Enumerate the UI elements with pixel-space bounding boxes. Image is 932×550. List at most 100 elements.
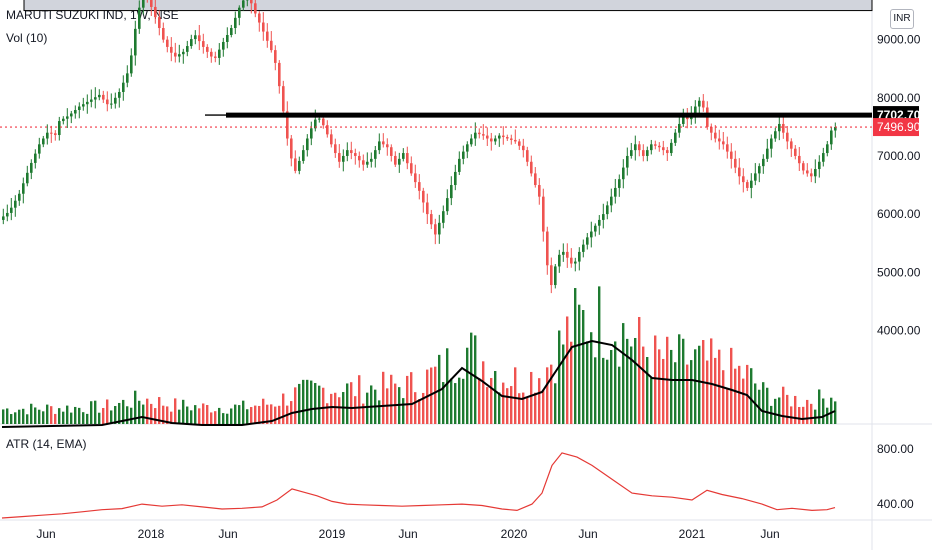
currency-button[interactable]: INR xyxy=(890,9,914,29)
volume-bar xyxy=(366,392,369,424)
candle-body xyxy=(210,51,213,57)
volume-bar xyxy=(138,400,141,424)
candle-body xyxy=(110,103,113,105)
candle-body xyxy=(510,138,513,140)
volume-bar xyxy=(686,364,689,424)
volume-bar xyxy=(622,323,625,424)
candle-body xyxy=(306,138,309,151)
volume-bar xyxy=(570,341,573,424)
volume-bar xyxy=(542,389,545,424)
candle-body xyxy=(738,167,741,177)
volume-bar xyxy=(2,409,5,424)
candle-body xyxy=(386,144,389,148)
volume-bar xyxy=(514,367,517,424)
candle-body xyxy=(834,127,837,131)
volume-bar xyxy=(658,349,661,424)
volume-bar xyxy=(418,399,421,424)
candle-body xyxy=(414,173,417,183)
volume-bar xyxy=(462,378,465,424)
volume-bar xyxy=(250,407,253,424)
candle-body xyxy=(590,231,593,238)
candle-body xyxy=(762,158,765,167)
volume-bar xyxy=(766,387,769,424)
volume-ma-line xyxy=(1,339,836,428)
volume-bar xyxy=(186,406,189,424)
volume-bar xyxy=(90,401,93,424)
candle-body xyxy=(298,160,301,171)
candle-body xyxy=(234,17,237,29)
candle-body xyxy=(262,22,265,32)
volume-bar xyxy=(662,358,665,424)
volume-bar xyxy=(510,386,513,424)
candle-body xyxy=(318,118,321,120)
candle-body xyxy=(354,153,357,156)
candle-body xyxy=(554,266,557,286)
volume-bar xyxy=(122,399,125,424)
volume-bar xyxy=(42,411,45,424)
volume-bar xyxy=(602,357,605,424)
candle-body xyxy=(398,158,401,165)
candle-body xyxy=(14,200,17,208)
candle-body xyxy=(826,144,829,154)
volume-bar xyxy=(474,335,477,424)
candle-body xyxy=(646,150,649,156)
volume-bar xyxy=(46,404,49,424)
volume-bar xyxy=(806,399,809,424)
volume-bar xyxy=(206,404,209,424)
candle-body xyxy=(658,145,661,148)
volume-bar xyxy=(94,400,97,424)
candle-body xyxy=(362,160,365,165)
volume-bar xyxy=(682,338,685,424)
candle-body xyxy=(78,106,81,111)
volume-bar xyxy=(26,414,29,424)
candle-body xyxy=(778,123,781,132)
volume-bar xyxy=(358,375,361,424)
volume-bar xyxy=(482,361,485,424)
atr-axis-tick: 800.00 xyxy=(877,442,914,456)
volume-bar xyxy=(174,398,177,424)
candle-body xyxy=(126,73,129,83)
candle-body xyxy=(370,158,373,162)
volume-bar xyxy=(218,407,221,424)
candle-body xyxy=(830,130,833,145)
candle-body xyxy=(574,261,577,264)
candle-body xyxy=(470,138,473,145)
volume-bar xyxy=(802,406,805,424)
candle-body xyxy=(46,132,49,139)
volume-indicator-label[interactable]: Vol (10) xyxy=(6,31,48,45)
candle-body xyxy=(466,144,469,152)
candle-body xyxy=(98,94,101,98)
candle-body xyxy=(350,150,353,154)
candle-body xyxy=(618,179,621,188)
volume-bar xyxy=(722,370,725,424)
volume-bar xyxy=(146,398,149,424)
atr-indicator-label[interactable]: ATR (14, EMA) xyxy=(6,437,87,451)
candle-body xyxy=(278,62,281,87)
volume-bar xyxy=(150,403,153,424)
volume-bar xyxy=(402,398,405,424)
candle-body xyxy=(302,150,305,161)
candle-body xyxy=(546,231,549,266)
candle-body xyxy=(186,46,189,52)
candle-body xyxy=(410,163,413,174)
volume-bar xyxy=(466,347,469,424)
candle-body xyxy=(2,216,5,220)
candle-body xyxy=(426,202,429,215)
candle-body xyxy=(490,138,493,142)
candle-body xyxy=(30,162,33,173)
volume-bar xyxy=(810,403,813,424)
candle-body xyxy=(690,116,693,120)
candle-body xyxy=(634,144,637,151)
volume-bar xyxy=(6,408,9,424)
candle-body xyxy=(94,97,97,100)
volume-bar xyxy=(518,393,521,424)
candle-body xyxy=(758,166,761,174)
candle-body xyxy=(26,172,29,184)
volume-bar xyxy=(674,362,677,424)
candle-body xyxy=(506,137,509,139)
candle-body xyxy=(790,141,793,149)
candle-body xyxy=(286,111,289,139)
volume-bar xyxy=(770,405,773,424)
volume-bar xyxy=(166,406,169,424)
